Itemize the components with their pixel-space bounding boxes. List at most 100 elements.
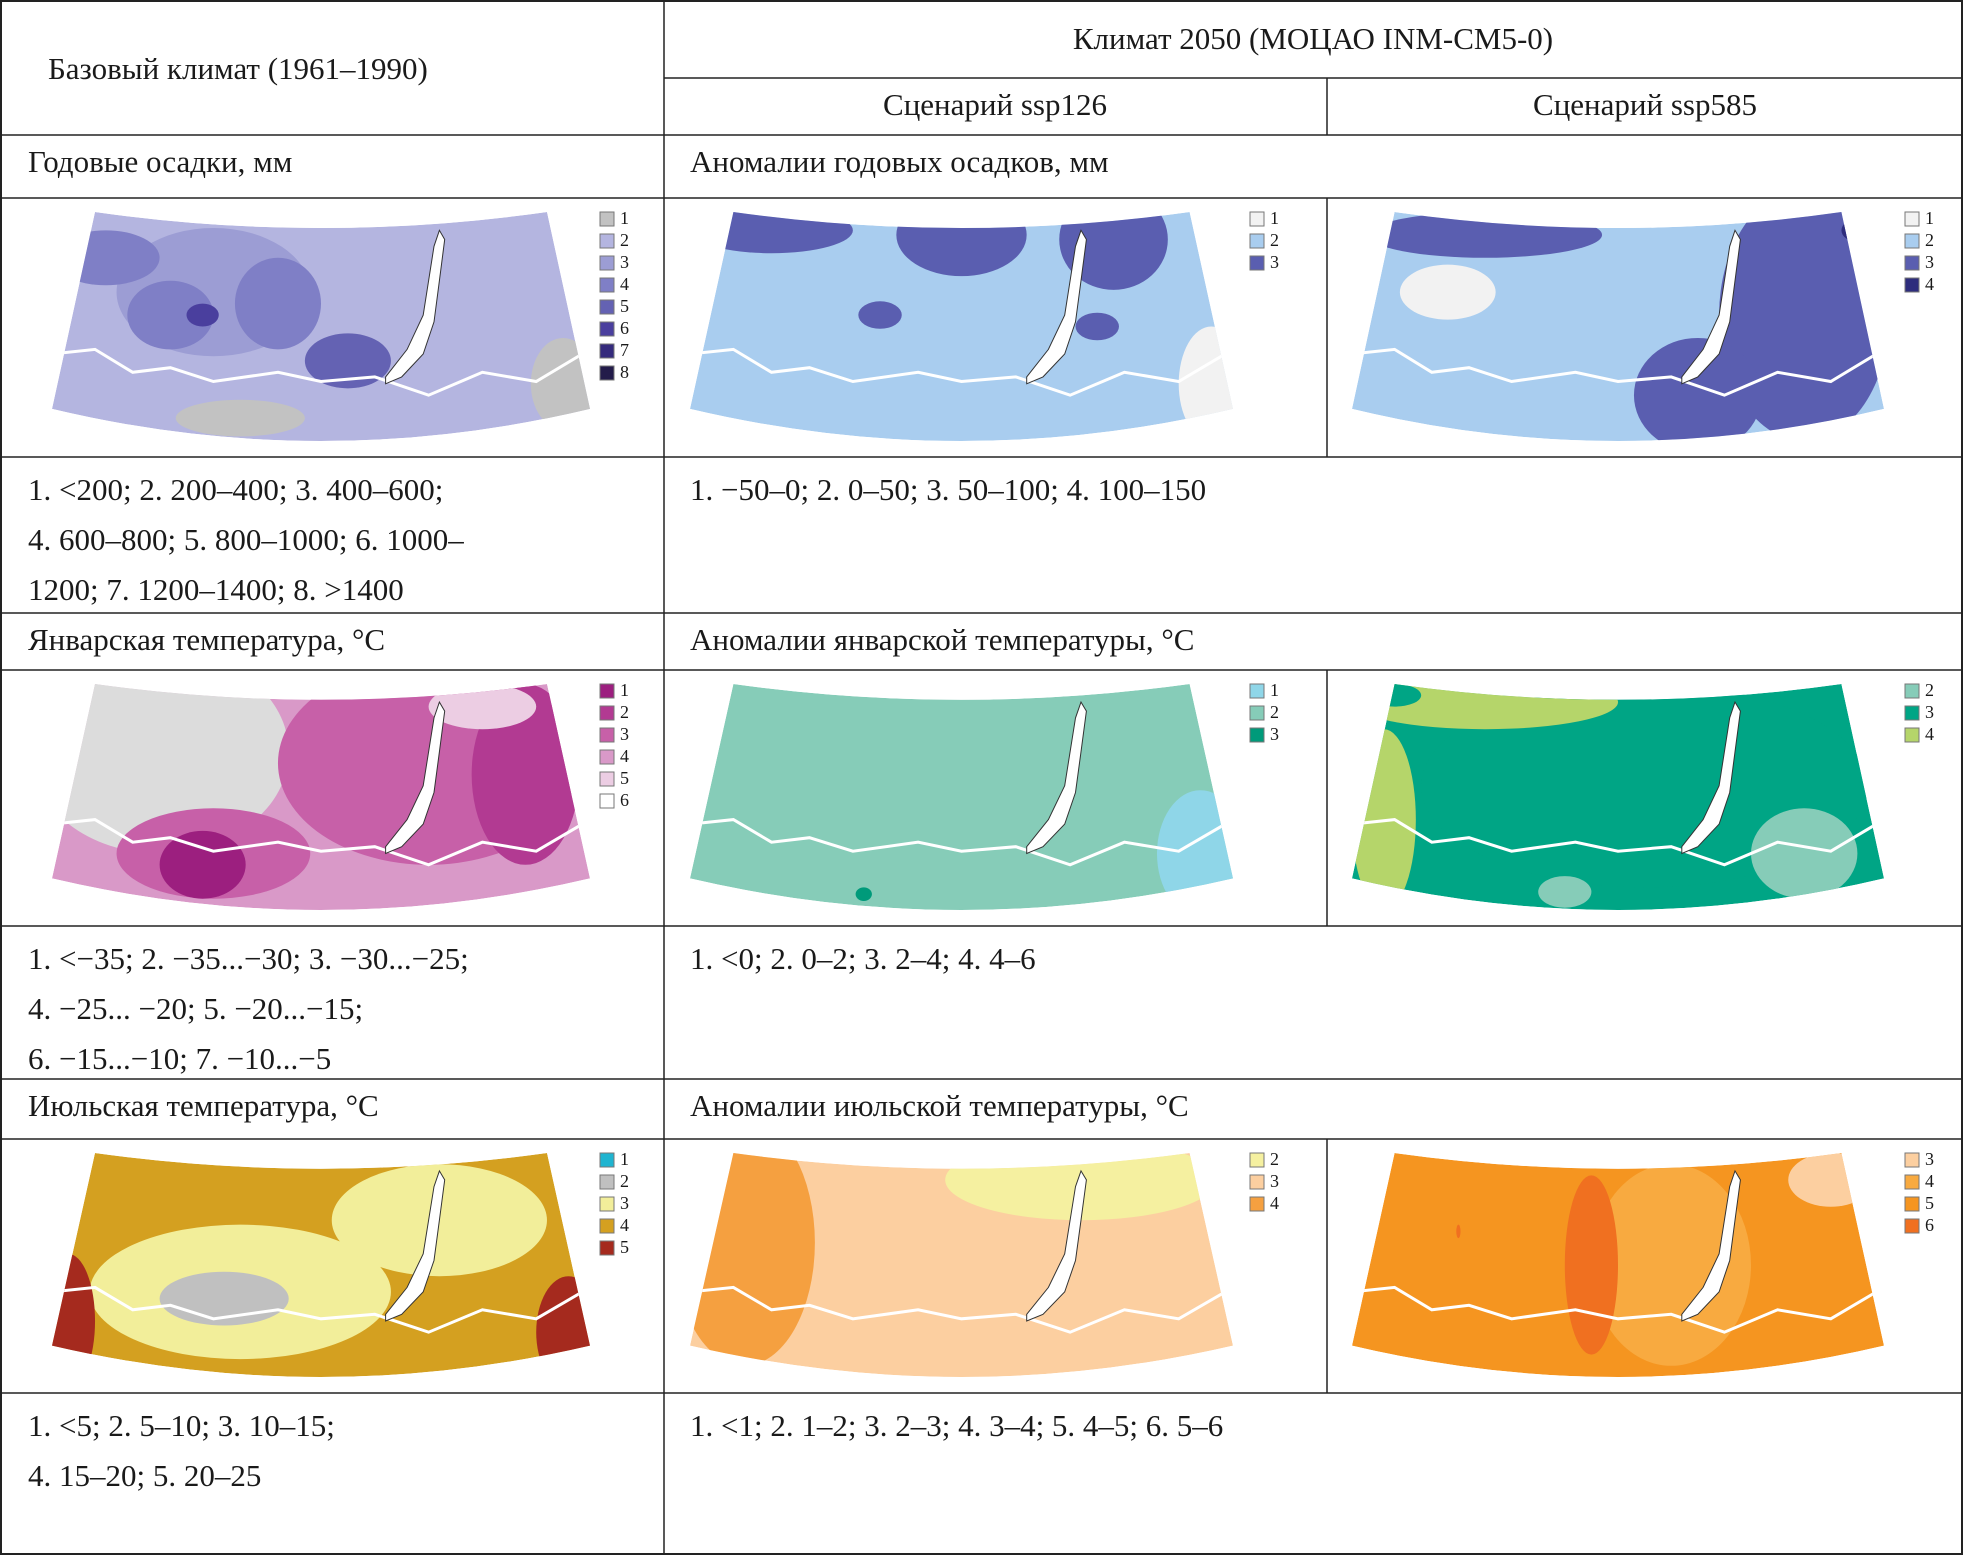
lake-baikal: [1681, 229, 1741, 385]
legend-swatch: [599, 1174, 615, 1190]
legend-label: 1: [620, 208, 629, 228]
section-title: Годовые осадки, мм: [28, 144, 292, 179]
map: [52, 1153, 590, 1377]
legend-swatch: [1904, 277, 1920, 293]
legend-swatch: [1249, 211, 1265, 227]
legend-label: 1: [1270, 680, 1279, 700]
map-zone: [127, 280, 214, 350]
river: [1352, 347, 1884, 397]
legend-label: 4: [1925, 274, 1934, 294]
map-zone: [1075, 312, 1119, 341]
legend-label: 3: [1925, 1149, 1934, 1169]
map-zone: [855, 887, 872, 901]
legend-swatch: [599, 233, 615, 249]
map-zone: [1751, 808, 1858, 899]
legend-swatch: [1249, 683, 1265, 699]
legend-label: 4: [1925, 724, 1934, 744]
legend-label: 2: [1925, 680, 1934, 700]
legend-description: 1. <−35; 2. −35...−30; 3. −30...−25;: [28, 941, 469, 976]
legend-label: 3: [1270, 252, 1279, 272]
legend-swatch: [1904, 233, 1920, 249]
legend-label: 3: [1270, 724, 1279, 744]
legend-swatch: [1904, 727, 1920, 743]
legend-label: 5: [1925, 1193, 1934, 1213]
legend-description: 1. <1; 2. 1–2; 3. 2–3; 4. 3–4; 5. 4–5; 6…: [690, 1408, 1223, 1443]
legend-description: 4. 15–20; 5. 20–25: [28, 1458, 261, 1493]
legend-label: 5: [620, 1237, 629, 1257]
map-zone: [896, 212, 1027, 277]
legend-label: 2: [620, 230, 629, 250]
legend-label: 5: [620, 296, 629, 316]
legend-swatch: [599, 705, 615, 721]
legend-swatch: [1904, 705, 1920, 721]
legend-description: 6. −15...−10; 7. −10...−5: [28, 1041, 331, 1076]
legend-label: 4: [1270, 1193, 1279, 1213]
map-zone: [1156, 790, 1233, 910]
legend-swatch: [1249, 233, 1265, 249]
legend-label: 3: [620, 724, 629, 744]
map-zone: [1399, 264, 1496, 320]
legend-swatch: [1904, 1152, 1920, 1168]
legend-label: 2: [1270, 1149, 1279, 1169]
map-zone: [52, 684, 289, 854]
lake-baikal: [385, 700, 446, 855]
river: [690, 1285, 1233, 1334]
section-title: Аномалии годовых осадков, мм: [690, 144, 1109, 179]
legend-swatch: [599, 727, 615, 743]
legend-swatch: [1904, 255, 1920, 271]
legend-description: 1. −50–0; 2. 0–50; 3. 50–100; 4. 100–150: [690, 472, 1206, 507]
legend-label: 2: [620, 1171, 629, 1191]
map-zone: [471, 684, 580, 865]
legend-swatch: [1904, 1218, 1920, 1234]
legend-label: 2: [1270, 230, 1279, 250]
lake-baikal: [1026, 700, 1087, 855]
map-zone: [52, 230, 160, 286]
legend-label: 6: [620, 790, 629, 810]
section-title: Аномалии январской температуры, °С: [690, 622, 1194, 657]
legend-label: 3: [1270, 1171, 1279, 1191]
map-zone: [1633, 337, 1762, 441]
lake-baikal: [1681, 700, 1741, 855]
map: [690, 684, 1233, 910]
legend-description: 1200; 7. 1200–1400; 8. >1400: [28, 572, 404, 607]
map-zone: [1178, 326, 1233, 441]
legend-label: 4: [1925, 1171, 1934, 1191]
lake-baikal: [1026, 1169, 1087, 1322]
map-zone: [1841, 218, 1874, 242]
legend-label: 4: [620, 1215, 629, 1235]
map-zone: [1367, 212, 1603, 258]
river: [690, 347, 1233, 397]
legend-swatch: [599, 771, 615, 787]
legend-label: 8: [620, 362, 629, 382]
legend-label: 4: [620, 746, 629, 766]
legend-label: 6: [1925, 1215, 1934, 1235]
legend-swatch: [599, 321, 615, 337]
map-zone: [1591, 1164, 1751, 1366]
map: [690, 1153, 1233, 1377]
map-zone: [1367, 684, 1422, 707]
river: [52, 1285, 590, 1334]
legend-swatch: [1249, 705, 1265, 721]
legend-swatch: [1904, 1196, 1920, 1212]
legend-swatch: [599, 211, 615, 227]
base-header: Базовый климат (1961–1990): [48, 51, 428, 86]
map-zone: [1788, 1153, 1874, 1207]
map-zone: [175, 399, 305, 437]
legend-label: 3: [1925, 702, 1934, 722]
map-zone: [1538, 876, 1592, 908]
section-title: Январская температура, °С: [28, 622, 385, 657]
map-zone: [159, 830, 246, 899]
future-header: Климат 2050 (МОЦАО INM-CM5-0): [1073, 21, 1553, 56]
legend-label: 6: [620, 318, 629, 338]
map: [1352, 684, 1884, 910]
legend-label: 2: [1925, 230, 1934, 250]
legend-label: 3: [620, 252, 629, 272]
legend-label: 4: [620, 274, 629, 294]
legend-swatch: [599, 299, 615, 315]
legend-swatch: [1249, 727, 1265, 743]
map-area: [690, 684, 1233, 910]
legend-swatch: [599, 1218, 615, 1234]
map-zone: [304, 333, 391, 389]
legend-label: 1: [620, 1149, 629, 1169]
